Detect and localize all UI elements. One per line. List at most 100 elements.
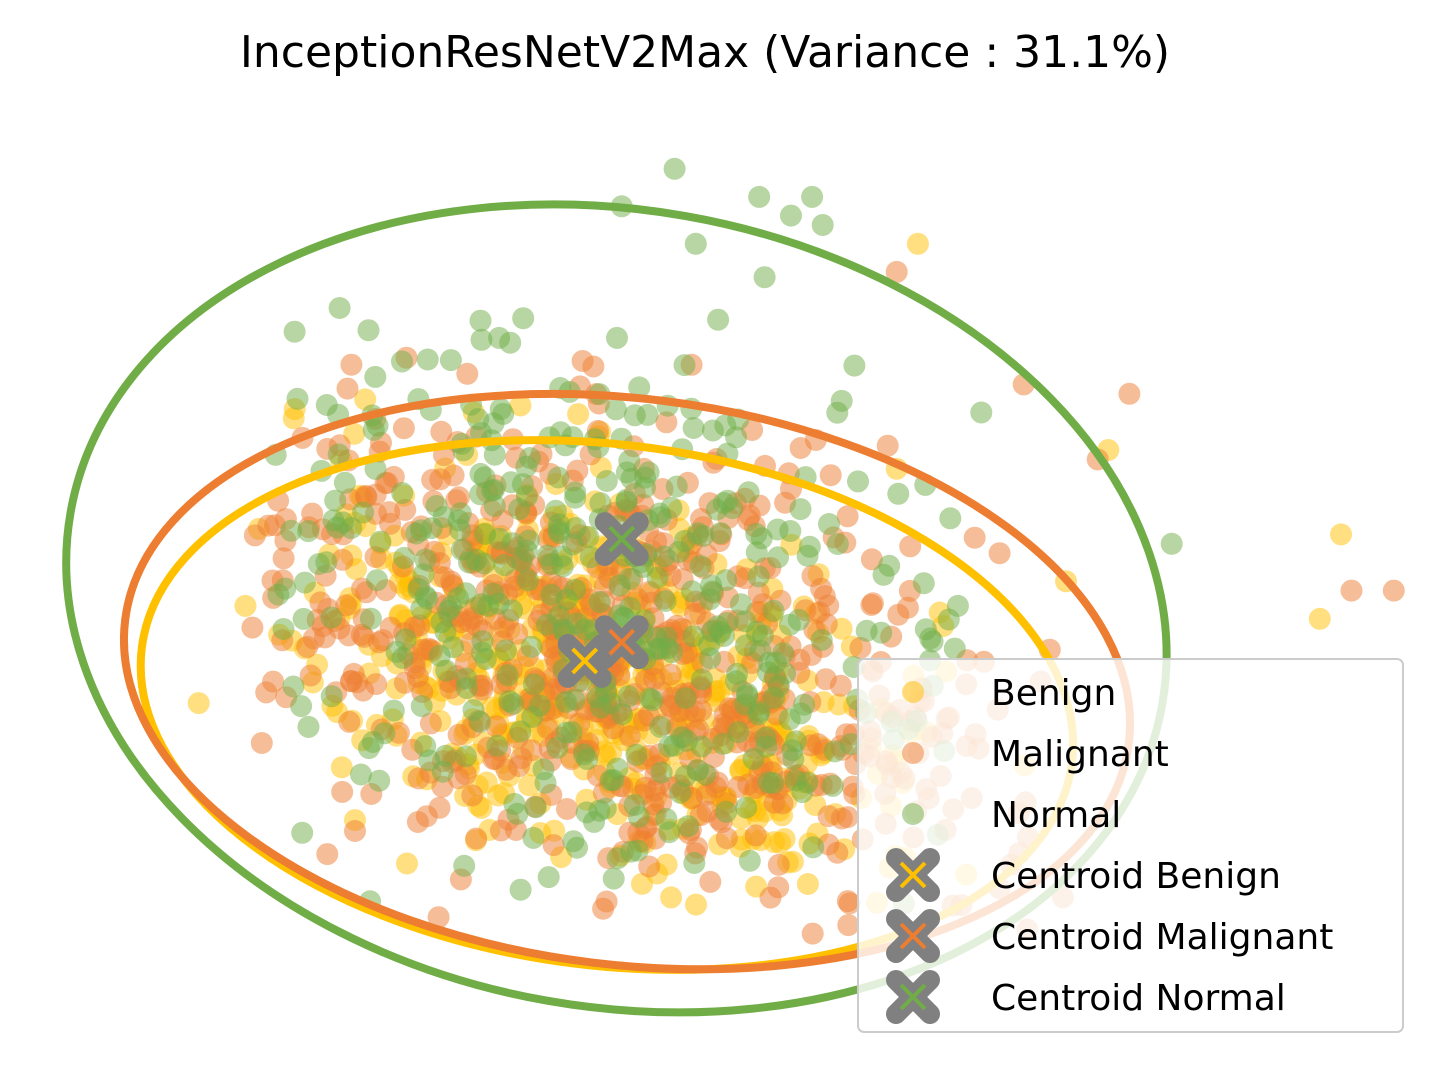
malignant-point [837,914,860,937]
normal-point [821,774,844,797]
normal-point [562,830,585,853]
malignant-point [817,594,840,617]
malignant-point [427,906,450,929]
malignant-point [595,890,618,913]
normal-point [658,735,681,758]
malignant-point [392,417,415,440]
centroid-normal-marker [594,512,649,567]
malignant-point [337,624,360,647]
malignant-point [340,353,363,376]
normal-point [522,826,545,849]
normal-point [648,637,671,660]
normal-point [618,449,641,472]
malignant-point [810,577,833,600]
normal-point [737,481,760,504]
normal-point [686,759,709,782]
normal-point [818,513,840,535]
normal-point [544,499,567,522]
normal-point [320,685,343,708]
benign-point [282,407,305,430]
normal-point [297,520,320,543]
malignant-point [642,793,665,816]
malignant-point [331,548,354,571]
normal-point [636,403,659,426]
normal-point [453,854,476,877]
normal-point [801,185,824,208]
normal-point [564,486,587,509]
malignant-point [836,806,859,829]
normal-point [272,618,295,640]
malignant-point [301,502,324,525]
malignant-point [899,535,922,558]
normal-point [738,849,761,872]
normal-point [735,634,757,657]
normal-point [366,569,388,592]
normal-point [324,489,347,512]
normal-point [368,769,391,792]
normal-point [520,635,543,658]
normal-point [498,690,521,713]
legend-marker-benign [902,681,924,703]
normal-point [623,794,646,816]
malignant-point [836,505,859,528]
normal-point [620,467,643,490]
normal-point [283,320,306,343]
normal-point [919,627,942,650]
malignant-point [861,592,884,615]
malignant-point [885,260,908,283]
malignant-point [826,841,849,864]
legend: Benign Malignant Normal Centroid Benign Cent… [857,658,1404,1033]
normal-point [682,417,705,439]
benign-point [330,756,353,779]
malignant-point [738,504,761,527]
normal-point [839,733,862,756]
normal-point [602,867,625,890]
normal-point [912,572,935,595]
normal-point [707,308,730,331]
normal-point [528,694,551,717]
normal-point [391,482,414,504]
malignant-point [520,739,543,762]
normal-point [649,506,672,529]
normal-point [416,348,439,371]
legend-marker-centroid-malignant [886,909,940,963]
normal-point [606,326,628,349]
normal-point [493,554,516,577]
normal-point [357,319,380,342]
normal-point [293,571,316,594]
malignant-point [860,548,883,571]
normal-point [650,761,673,784]
normal-point [649,715,672,738]
normal-point [826,533,849,555]
malignant-point [379,616,402,639]
centroid-malignant-marker [594,615,649,670]
normal-point [488,326,511,349]
normal-point [267,583,290,606]
normal-point [573,743,595,766]
normal-point [328,297,351,319]
normal-point [519,447,541,469]
normal-point [551,555,574,578]
malignant-point [241,616,264,639]
malignant-point [771,792,794,815]
malignant-point [316,843,339,866]
normal-point [382,699,405,722]
normal-point [667,540,690,563]
normal-point [471,630,494,653]
legend-frame [857,658,1404,1033]
normal-point [699,588,721,611]
normal-point [474,523,496,545]
normal-point [690,668,713,691]
normal-point [721,497,744,520]
malignant-point [448,486,470,509]
normal-point [364,365,387,388]
normal-point [435,659,458,682]
normal-point [509,878,532,901]
normal-point [784,730,807,753]
normal-point [589,492,612,515]
normal-point [791,781,814,804]
malignant-point [255,681,278,704]
normal-point [811,214,834,236]
normal-point [394,628,417,651]
